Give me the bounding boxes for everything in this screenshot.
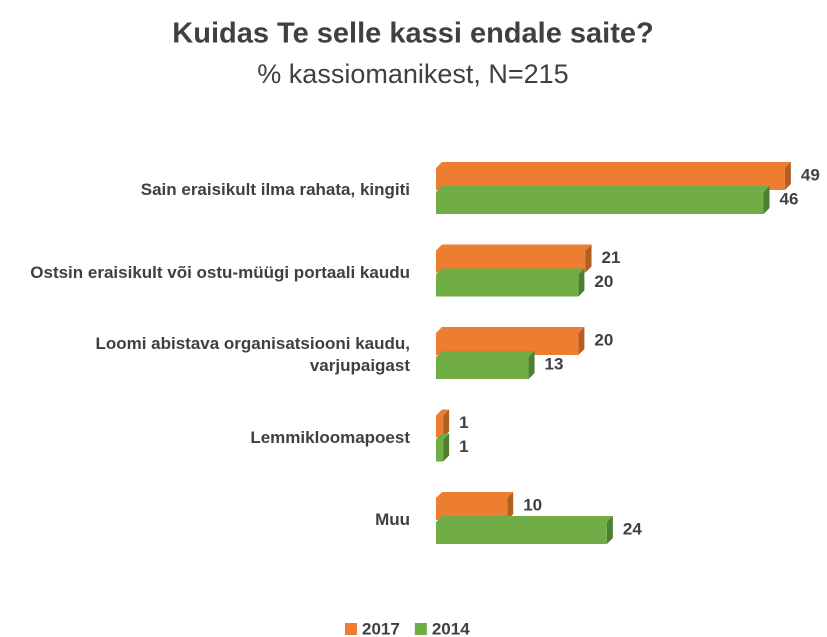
chart-subtitle: % kassiomanikest, N=215 bbox=[257, 59, 568, 89]
bar-side-face bbox=[606, 516, 613, 544]
bar bbox=[436, 274, 579, 297]
category-label: Lemmikloomapoest bbox=[250, 427, 410, 447]
bar-top-face bbox=[436, 162, 791, 168]
bar-top-face bbox=[436, 409, 450, 416]
data-label: 24 bbox=[623, 519, 642, 538]
bar bbox=[436, 192, 764, 214]
bar-top-face bbox=[436, 433, 450, 440]
bar bbox=[436, 415, 444, 438]
data-label: 20 bbox=[594, 330, 613, 349]
bar bbox=[436, 250, 586, 273]
bar-side-face bbox=[585, 244, 592, 273]
bar-side-face bbox=[784, 162, 791, 190]
bar-top-face bbox=[436, 351, 535, 357]
bar bbox=[436, 333, 579, 355]
category-label: Sain eraisikult ilma rahata, kingiti bbox=[140, 180, 410, 199]
data-label: 20 bbox=[594, 272, 613, 291]
bar-side-face bbox=[443, 409, 450, 438]
bar-side-face bbox=[763, 186, 770, 214]
bar-top-face bbox=[436, 186, 770, 192]
bar-side-face bbox=[528, 351, 535, 379]
bar-top-face bbox=[436, 492, 514, 498]
legend-label: 2014 bbox=[432, 619, 470, 637]
legend-swatch bbox=[414, 623, 427, 635]
bar-side-face bbox=[443, 433, 450, 462]
category-label: Loomi abistava organisatsiooni kaudu, va… bbox=[95, 334, 410, 375]
data-label: 46 bbox=[780, 189, 799, 208]
bar bbox=[436, 498, 508, 520]
data-label: 21 bbox=[602, 248, 621, 267]
bar-side-face bbox=[578, 327, 585, 355]
legend-swatch bbox=[345, 623, 357, 635]
bar bbox=[436, 522, 607, 544]
bar bbox=[436, 168, 785, 190]
bar-side-face bbox=[507, 492, 514, 520]
category-label: Muu bbox=[375, 510, 410, 529]
bar-top-face bbox=[436, 516, 613, 522]
data-label: 1 bbox=[459, 413, 468, 432]
bar-top-face bbox=[436, 244, 592, 251]
bar bbox=[436, 439, 444, 462]
data-label: 13 bbox=[545, 354, 564, 373]
bar bbox=[436, 357, 529, 379]
bar-top-face bbox=[436, 268, 585, 275]
category-label: Ostsin eraisikult või ostu-müügi portaal… bbox=[30, 262, 410, 282]
data-label: 1 bbox=[459, 437, 468, 456]
data-label: 49 bbox=[801, 165, 820, 184]
bar-side-face bbox=[578, 268, 585, 297]
data-label: 10 bbox=[523, 495, 542, 514]
legend-label: 2017 bbox=[362, 619, 400, 637]
bar-top-face bbox=[436, 327, 585, 333]
chart-title: Kuidas Te selle kassi endale saite? bbox=[172, 18, 653, 50]
